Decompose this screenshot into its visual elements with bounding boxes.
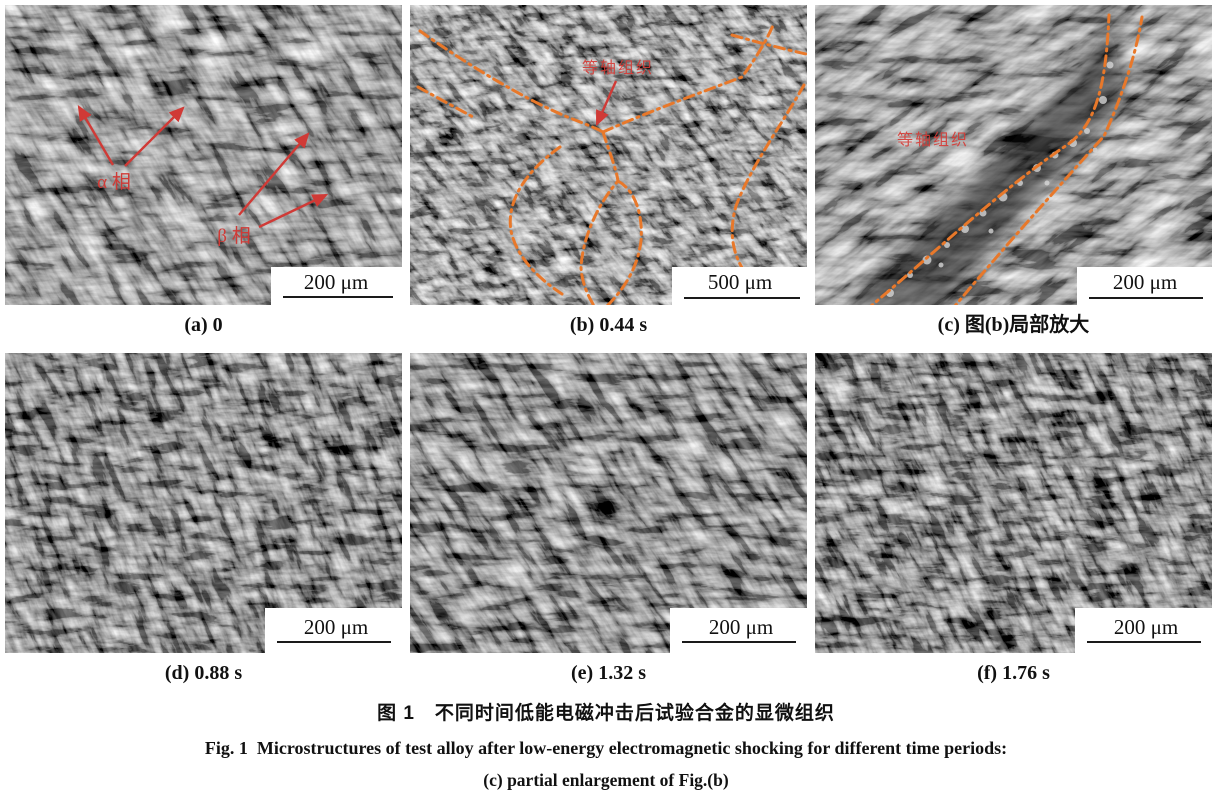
micrograph-b: 等轴组织 500 μm [410,5,807,305]
grain-boundary-overlay [869,13,1144,305]
figure-caption-en: Fig. 1 Microstructures of test alloy aft… [204,738,1008,758]
micrograph-panel-c: 等轴组织 200 μm (c) 图(b)局部放大 [815,5,1212,338]
panel-caption-e: (e) 1.32 s [571,662,646,684]
panel-caption-a: (a) 0 [184,314,223,336]
micrograph-d: 200 μm [5,353,402,653]
scale-bar: 200 μm [670,608,807,653]
micrograph-texture-overlay [410,5,807,305]
annotation-arrow [238,132,310,216]
equiaxed-structure-label: 等轴组织 [897,131,969,149]
scale-bar: 200 μm [1077,267,1212,305]
grain-boundary-line [418,29,605,134]
scale-bar: 200 μm [265,608,402,653]
panel-caption-c: (c) 图(b)局部放大 [937,314,1090,336]
annotation-arrow [77,104,115,166]
micrograph-texture-overlay [5,353,402,653]
micrograph-a: α 相 β 相 200 μm [5,5,402,305]
scale-bar-label: 200 μm [304,615,368,639]
annotation-arrow [258,193,329,229]
scale-bar: 200 μm [271,267,402,305]
micrograph-texture-overlay [815,353,1212,653]
alpha-phase-label: α 相 [97,171,131,193]
grain-boundary-line [730,33,807,56]
scale-bar-box [265,608,402,653]
micrograph-panel-a: α 相 β 相 200 μm (a) 0 [5,5,402,338]
micrograph-panel-f: 200 μm (f) 1.76 s [815,353,1212,686]
scale-bar-box [1075,608,1212,653]
panel-caption-f: (f) 1.76 s [977,662,1050,684]
grain-boundary-line [605,179,643,305]
equiaxed-annotation: 等轴组织 [582,59,654,127]
grain-boundary-line [953,15,1144,305]
annotation-arrow [124,106,185,167]
micrograph-panel-b: 等轴组织 500 μm (b) 0.44 s [410,5,807,338]
micrograph-panel-d: 200 μm (d) 0.88 s [5,353,402,686]
panel-caption-b: (b) 0.44 s [569,314,648,336]
grain-boundary-line [416,85,475,119]
figure-caption-note: (c) partial enlargement of Fig.(b) [483,770,729,790]
scale-bar-box [670,608,807,653]
figure-captions: 图 1 不同时间低能电磁冲击后试验合金的显微组织 Fig. 1 Microstr… [0,698,1212,791]
scale-bar: 200 μm [1075,608,1212,653]
equiaxed-structure-label: 等轴组织 [582,59,654,77]
micrograph-f: 200 μm [815,353,1212,653]
scale-bar-label: 200 μm [304,270,368,294]
alpha-phase-annotation: α 相 [77,104,185,193]
scale-bar-label: 200 μm [1113,270,1177,294]
panel-caption-d: (d) 0.88 s [164,662,243,684]
beta-phase-annotation: β 相 [217,132,329,247]
scale-bar: 500 μm [672,267,807,305]
micrograph-texture-overlay [5,5,402,305]
scale-bar-box [271,267,402,305]
grain-boundary-line [869,13,1111,305]
micrograph-texture-overlay [410,353,807,653]
grain-boundary-line [508,145,564,296]
equiaxed-band-shadow [849,23,1125,305]
beta-phase-label: β 相 [217,225,250,247]
grain-boundary-line [601,21,776,134]
grain-boundary-line [579,130,620,305]
micrograph-panel-e: 200 μm (e) 1.32 s [410,353,807,686]
annotation-arrow [595,80,618,127]
scale-bar-label: 200 μm [1114,615,1178,639]
scale-bar-label: 500 μm [708,270,772,294]
micrograph-c: 等轴组织 200 μm [815,5,1212,305]
micrograph-e: 200 μm [410,353,807,653]
figure-caption-zh: 图 1 不同时间低能电磁冲击后试验合金的显微组织 [377,703,835,724]
micrograph-grid: α 相 β 相 200 μm (a) 0 [5,5,1212,686]
scale-bar-label: 200 μm [709,615,773,639]
